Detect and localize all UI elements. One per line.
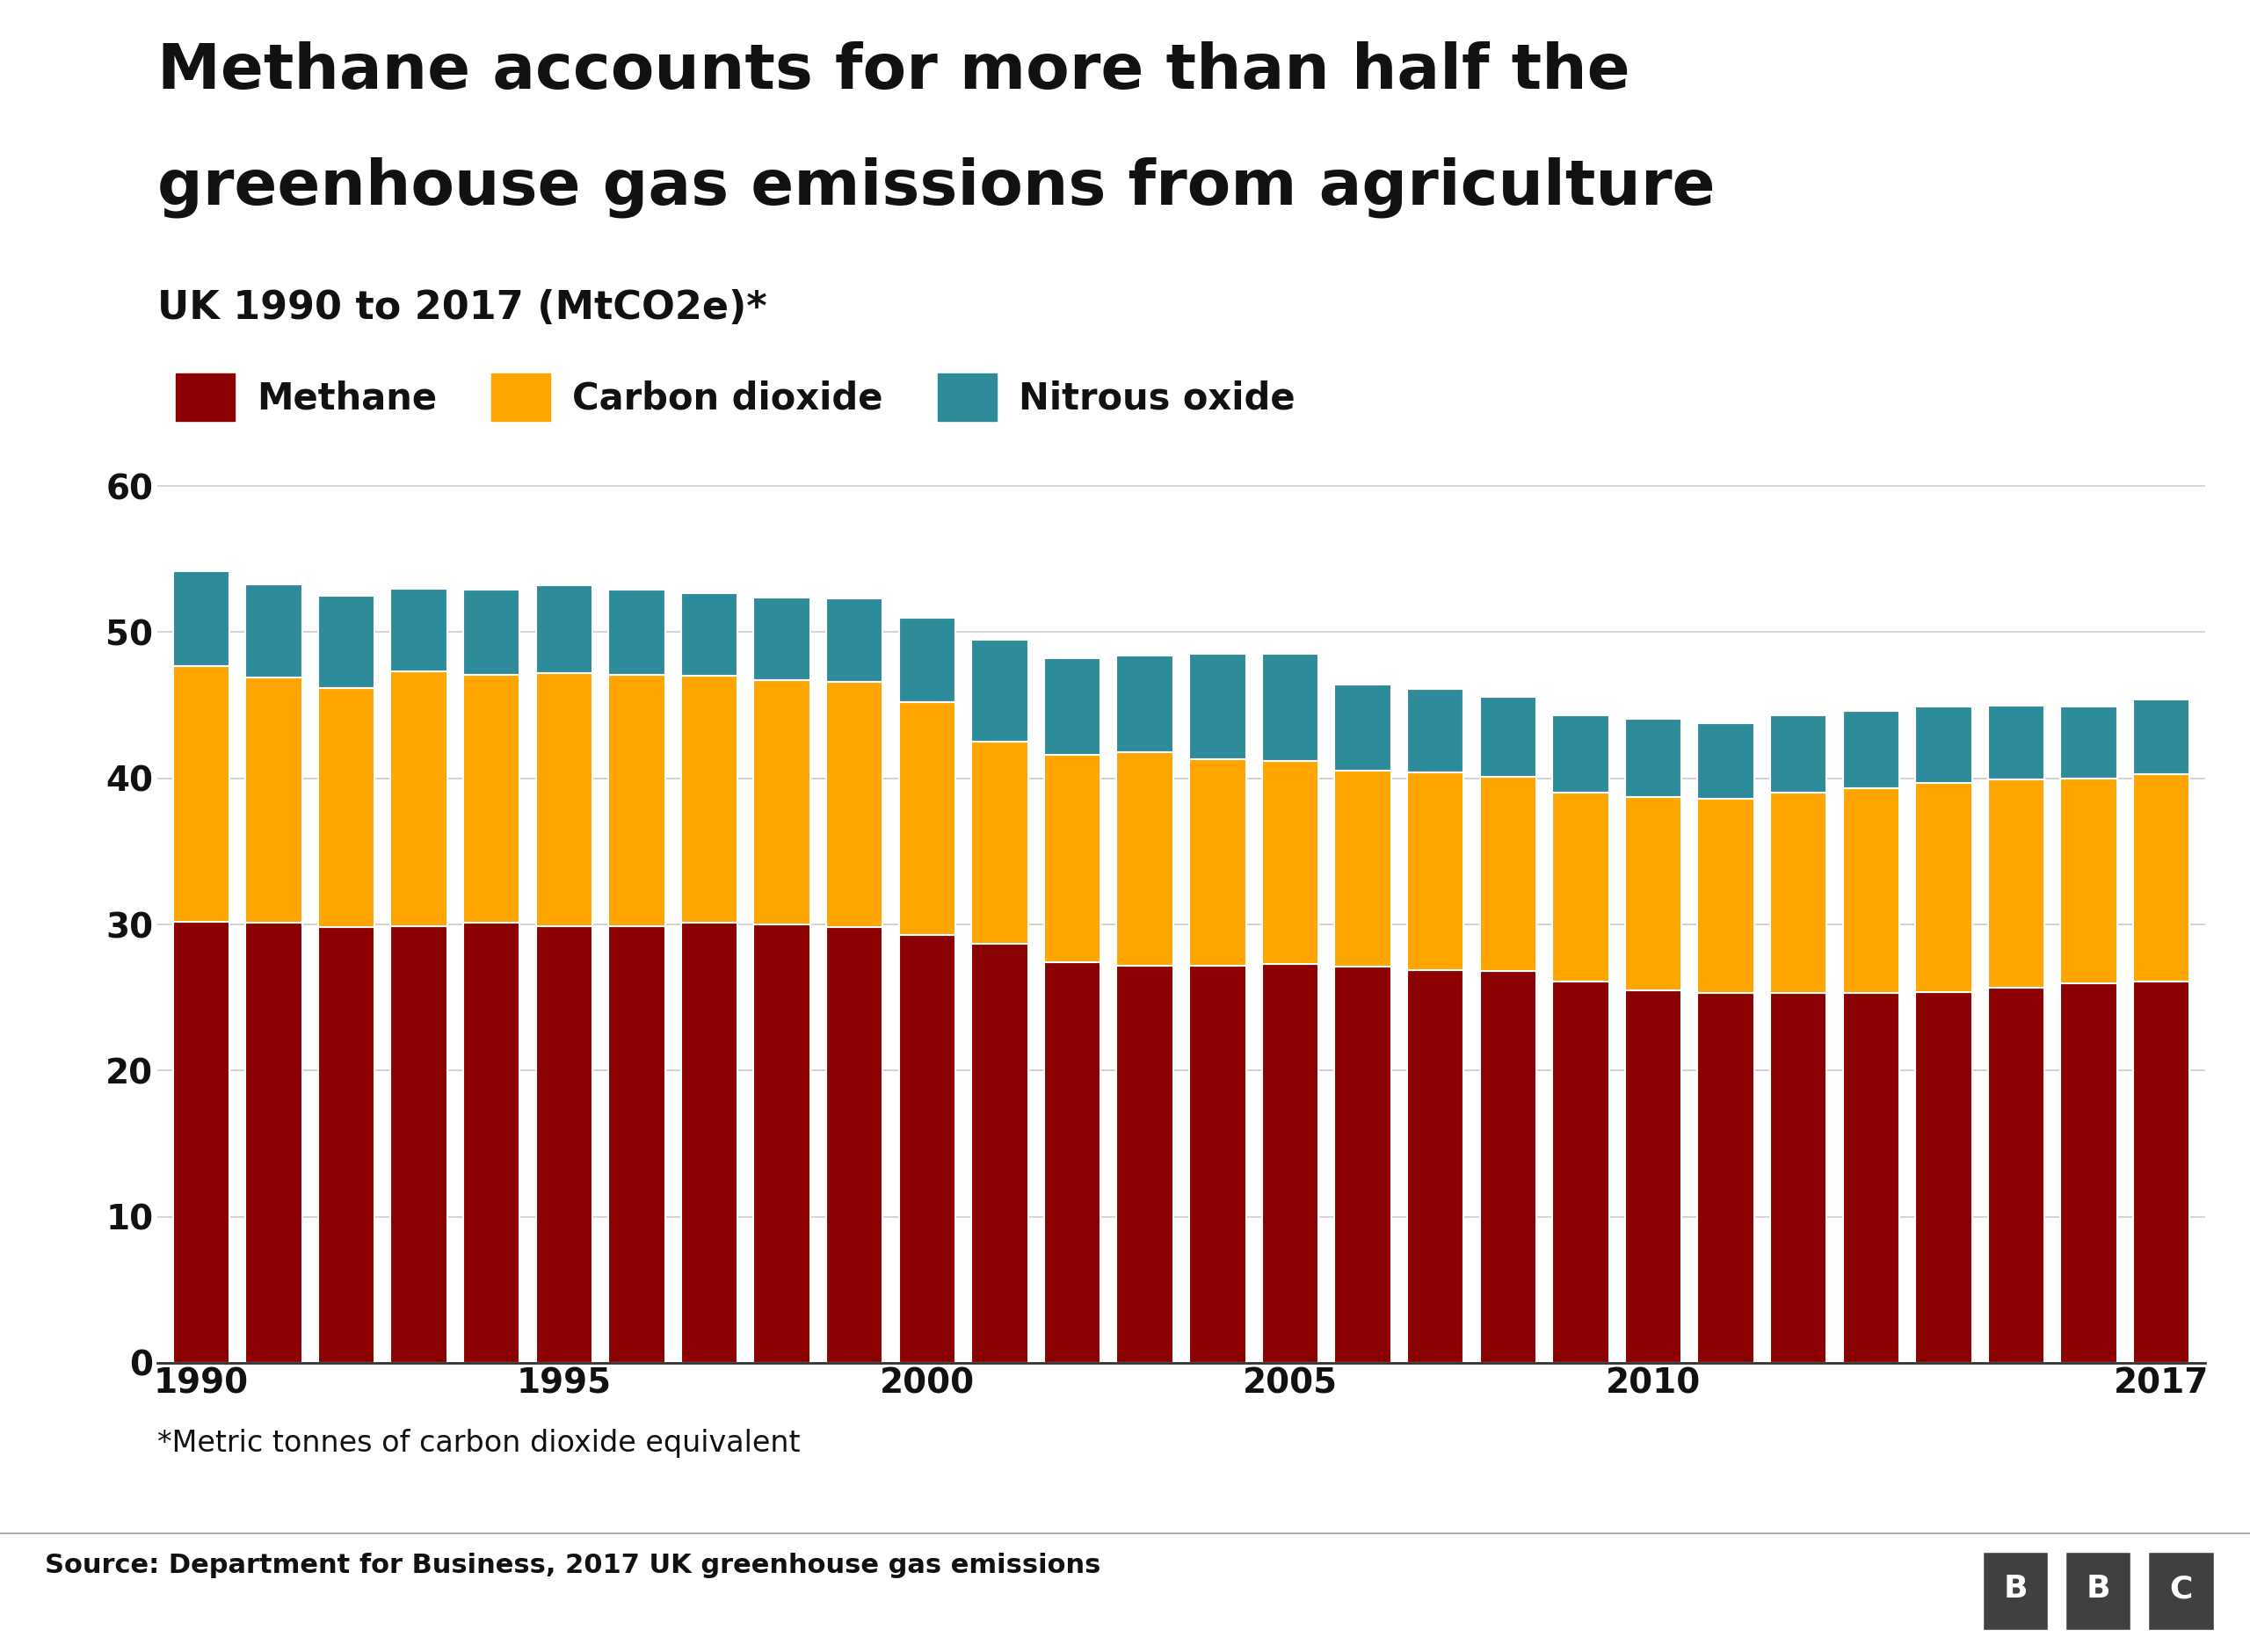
Bar: [391, 925, 448, 1363]
Bar: [1044, 755, 1100, 963]
Bar: [464, 923, 520, 1363]
Bar: [754, 925, 810, 1363]
Bar: [464, 674, 520, 923]
Bar: [826, 682, 882, 927]
Text: UK 1990 to 2017 (MtCO2e)*: UK 1990 to 2017 (MtCO2e)*: [158, 289, 767, 327]
Bar: [1552, 793, 1609, 981]
Bar: [245, 923, 302, 1363]
Bar: [898, 935, 956, 1363]
Bar: [1696, 993, 1755, 1363]
Bar: [1989, 705, 2045, 780]
Bar: [608, 674, 666, 925]
Bar: [826, 598, 882, 682]
Bar: [1334, 966, 1390, 1363]
Text: B: B: [2002, 1574, 2027, 1604]
Bar: [1552, 715, 1609, 793]
Bar: [1480, 697, 1537, 776]
Bar: [1190, 965, 1246, 1363]
Bar: [608, 925, 666, 1363]
Bar: [1044, 963, 1100, 1363]
Bar: [898, 618, 956, 702]
Bar: [2061, 983, 2117, 1363]
Bar: [173, 666, 230, 922]
Bar: [1262, 654, 1318, 762]
Bar: [317, 927, 374, 1363]
Bar: [536, 585, 592, 672]
Bar: [317, 687, 374, 927]
Bar: [2061, 707, 2117, 778]
Bar: [1406, 689, 1465, 773]
Bar: [608, 590, 666, 674]
Bar: [754, 681, 810, 925]
Bar: [1262, 762, 1318, 965]
Bar: [317, 596, 374, 687]
Bar: [1116, 965, 1172, 1363]
Bar: [536, 672, 592, 925]
Text: Methane accounts for more than half the: Methane accounts for more than half the: [158, 41, 1631, 102]
Bar: [1989, 988, 2045, 1363]
Bar: [682, 593, 738, 676]
Bar: [1624, 990, 1681, 1363]
Bar: [1116, 656, 1172, 752]
Bar: [1989, 780, 2045, 988]
Bar: [391, 672, 448, 925]
Bar: [1406, 773, 1465, 970]
Bar: [1915, 991, 1971, 1363]
Bar: [1190, 760, 1246, 965]
Bar: [2133, 699, 2189, 773]
Bar: [1116, 752, 1172, 965]
Bar: [1771, 993, 1827, 1363]
Bar: [2133, 981, 2189, 1363]
Bar: [1915, 783, 1971, 991]
Bar: [1190, 654, 1246, 760]
Bar: [1843, 710, 1899, 788]
FancyBboxPatch shape: [2146, 1551, 2214, 1631]
Bar: [1406, 970, 1465, 1363]
Bar: [536, 925, 592, 1363]
Text: greenhouse gas emissions from agriculture: greenhouse gas emissions from agricultur…: [158, 157, 1714, 218]
Bar: [898, 702, 956, 935]
Bar: [826, 927, 882, 1363]
Bar: [1552, 981, 1609, 1363]
FancyBboxPatch shape: [2066, 1551, 2131, 1631]
Bar: [173, 922, 230, 1363]
Bar: [245, 583, 302, 677]
Bar: [1771, 793, 1827, 993]
Text: C: C: [2169, 1574, 2192, 1604]
Bar: [682, 923, 738, 1363]
Bar: [464, 590, 520, 674]
Bar: [1696, 800, 1755, 993]
Bar: [245, 677, 302, 923]
Bar: [1624, 719, 1681, 798]
Bar: [972, 742, 1028, 943]
Bar: [972, 943, 1028, 1363]
Bar: [1334, 686, 1390, 771]
Bar: [391, 588, 448, 672]
Text: *Metric tonnes of carbon dioxide equivalent: *Metric tonnes of carbon dioxide equival…: [158, 1429, 801, 1459]
Bar: [1044, 659, 1100, 755]
Bar: [1696, 724, 1755, 800]
Bar: [754, 596, 810, 681]
Bar: [1915, 707, 1971, 783]
Bar: [2061, 778, 2117, 983]
Bar: [682, 676, 738, 923]
FancyBboxPatch shape: [1982, 1551, 2050, 1631]
Legend: Methane, Carbon dioxide, Nitrous oxide: Methane, Carbon dioxide, Nitrous oxide: [176, 373, 1296, 421]
Bar: [2133, 773, 2189, 981]
Text: B: B: [2086, 1574, 2110, 1604]
Bar: [1771, 715, 1827, 793]
Bar: [1334, 771, 1390, 966]
Bar: [1480, 971, 1537, 1363]
Bar: [1262, 965, 1318, 1363]
Bar: [1480, 776, 1537, 971]
Bar: [1843, 993, 1899, 1363]
Bar: [1843, 788, 1899, 993]
Text: Source: Department for Business, 2017 UK greenhouse gas emissions: Source: Department for Business, 2017 UK…: [45, 1553, 1100, 1578]
Bar: [972, 639, 1028, 742]
Bar: [1624, 798, 1681, 990]
Bar: [173, 572, 230, 666]
